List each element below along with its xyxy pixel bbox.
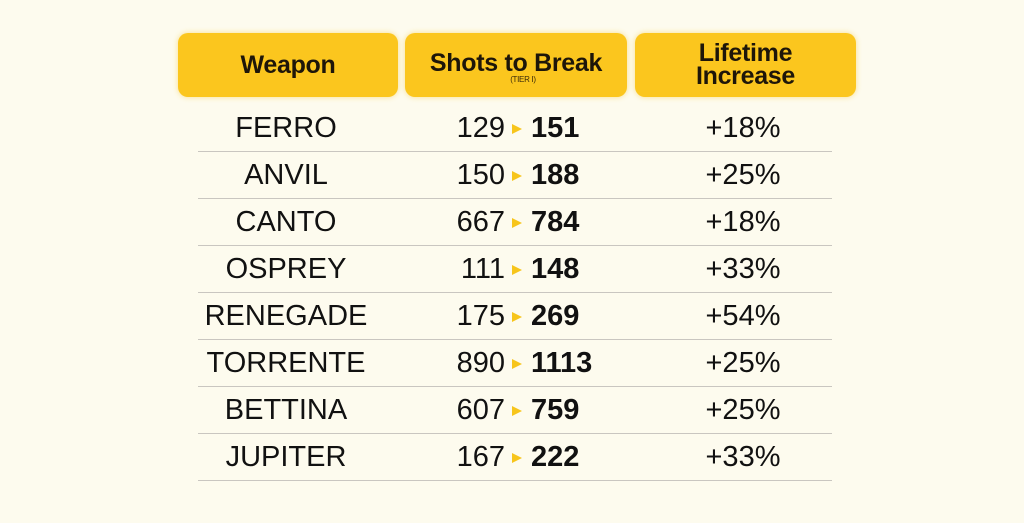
table-row: OSPREY 111 148 +33% (198, 246, 832, 293)
shots-after: 222 (531, 441, 580, 473)
shots-before: 607 (456, 394, 505, 426)
table-row: BETTINA 607 759 +25% (198, 387, 832, 434)
weapon-name: BETTINA (224, 394, 348, 426)
shots-before: 175 (456, 300, 505, 332)
header-weapon-label: Weapon (240, 50, 336, 79)
shots-after: 1113 (531, 347, 593, 379)
header-weapon: Weapon (178, 33, 398, 97)
weapon-name: JUPITER (225, 441, 347, 473)
shots-before: 167 (456, 441, 505, 473)
table-row: CANTO 667 784 +18% (198, 199, 832, 246)
arrow-right-icon (512, 218, 522, 228)
weapon-name: FERRO (235, 112, 337, 144)
table-body: FERRO 129 151 +18% ANVIL 150 188 +25% CA… (198, 105, 832, 481)
lifetime-increase: +25% (705, 394, 781, 426)
shots-after: 188 (531, 159, 580, 191)
lifetime-increase: +18% (705, 112, 781, 144)
table-row: JUPITER 167 222 +33% (198, 434, 832, 481)
weapon-name: TORRENTE (206, 347, 366, 379)
weapon-name: RENEGADE (204, 300, 368, 332)
shots-before: 111 (460, 253, 505, 285)
shots-before: 129 (456, 112, 505, 144)
arrow-right-icon (512, 124, 522, 134)
lifetime-increase: +25% (705, 347, 781, 379)
weapon-durability-table: Weapon Shots to Break (TIER I) Lifetime … (178, 33, 856, 481)
shots-before: 150 (456, 159, 505, 191)
table-row: FERRO 129 151 +18% (198, 105, 832, 152)
shots-after: 151 (531, 112, 580, 144)
header-lifetime-line1: Lifetime (698, 39, 793, 67)
weapon-name: CANTO (235, 206, 337, 238)
weapon-name: ANVIL (244, 159, 328, 191)
shots-after: 759 (531, 394, 580, 426)
arrow-right-icon (512, 359, 522, 369)
lifetime-increase: +18% (705, 206, 781, 238)
shots-after: 269 (531, 300, 580, 332)
table-row: ANVIL 150 188 +25% (198, 152, 832, 199)
table-header: Weapon Shots to Break (TIER I) Lifetime … (178, 33, 856, 99)
lifetime-increase: +33% (705, 253, 781, 285)
arrow-right-icon (512, 453, 522, 463)
lifetime-increase: +54% (705, 300, 781, 332)
header-shots-to-break: Shots to Break (TIER I) (405, 33, 627, 97)
header-lifetime-increase: Lifetime Increase (635, 33, 856, 97)
arrow-right-icon (512, 171, 522, 181)
weapon-name: OSPREY (225, 253, 347, 285)
lifetime-increase: +25% (705, 159, 781, 191)
arrow-right-icon (512, 406, 522, 416)
header-shots-label: Shots to Break (429, 49, 603, 77)
lifetime-increase: +33% (705, 441, 781, 473)
table-row: RENEGADE 175 269 +54% (198, 293, 832, 340)
shots-before: 890 (456, 347, 505, 379)
shots-after: 148 (531, 253, 580, 285)
arrow-right-icon (512, 312, 522, 322)
table-row: TORRENTE 890 1113 +25% (198, 340, 832, 387)
header-lifetime-line2: Increase (695, 62, 796, 90)
shots-after: 784 (531, 206, 580, 238)
header-shots-sublabel: (TIER I) (510, 75, 536, 84)
shots-before: 667 (456, 206, 505, 238)
arrow-right-icon (512, 265, 522, 275)
